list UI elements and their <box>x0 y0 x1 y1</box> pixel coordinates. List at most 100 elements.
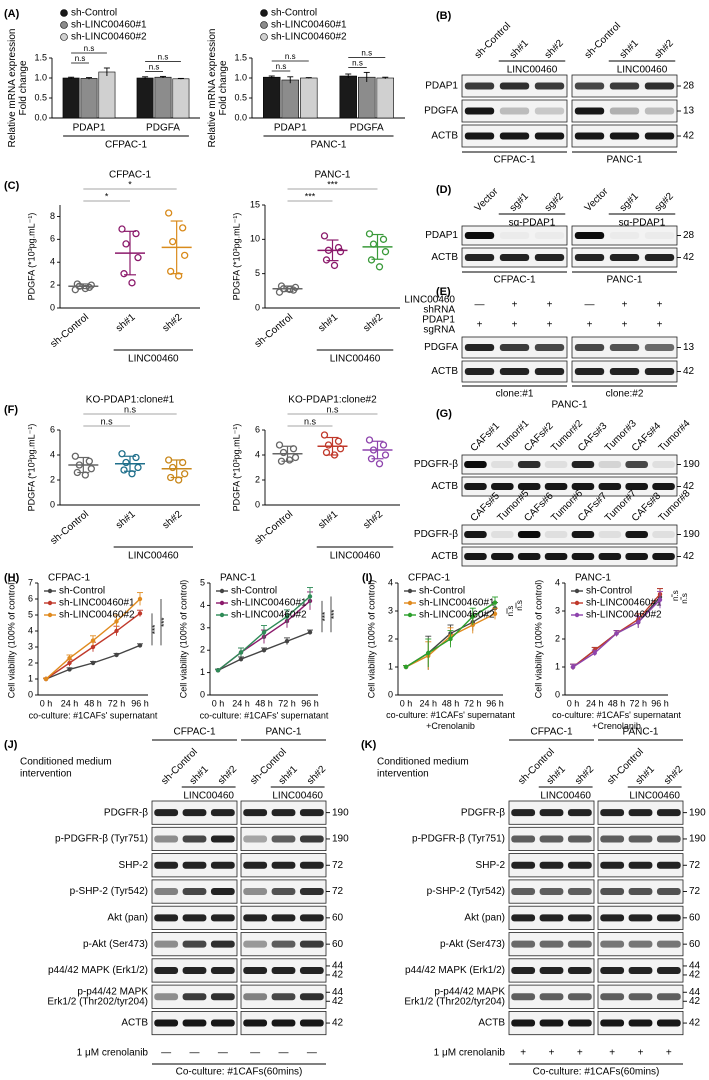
band <box>656 914 681 922</box>
band <box>182 861 207 869</box>
y-tick-label: 1 <box>28 673 33 683</box>
y-tick-label: 4 <box>255 449 260 459</box>
lane-label: sg#2 <box>653 191 676 214</box>
bar <box>281 79 299 119</box>
band <box>600 940 625 948</box>
band <box>652 461 675 468</box>
band <box>571 531 595 538</box>
band <box>210 861 235 869</box>
row-label: p-p44/42 MAPK <box>77 986 148 997</box>
condition-label: shRNA <box>423 305 455 316</box>
row-label: p44/42 MAPK (Erk1/2) <box>48 965 148 976</box>
mw-label: 44 <box>332 987 344 998</box>
panel-label: (D) <box>436 184 452 196</box>
x-tick-label: 0 h <box>400 698 413 708</box>
y-tick-label: 0 <box>50 499 55 509</box>
band <box>210 993 235 1001</box>
legend-label: sh-LINC00460#1 <box>586 598 662 609</box>
legend-label: sh-Control <box>71 8 117 19</box>
significance: n.s <box>326 404 339 414</box>
y-tick-label: 4 <box>50 257 55 267</box>
data-point <box>137 596 143 602</box>
mw-label: 42 <box>332 996 344 1007</box>
significance: *** <box>151 625 160 634</box>
data-point <box>90 644 96 650</box>
legend-marker <box>60 21 68 29</box>
panel-label: (F) <box>4 404 18 416</box>
y-tick-label: 4 <box>555 577 560 587</box>
y-tick-label: 1.5 <box>34 52 47 62</box>
band <box>656 888 681 896</box>
band <box>464 254 495 261</box>
lane-label: sh#1 <box>188 764 211 787</box>
row-label: Akt (pan) <box>107 912 148 923</box>
y-tick-label: 4 <box>50 449 55 459</box>
group-label: LINC00460 <box>330 354 381 365</box>
y-tick-label: 2 <box>28 657 33 667</box>
y-tick-label: 10 <box>250 234 260 244</box>
x-tick-label: 72 h <box>464 698 482 708</box>
band <box>644 254 675 261</box>
sub-label: LINC00460 <box>629 791 680 802</box>
band <box>491 531 514 538</box>
bar <box>62 77 80 119</box>
y-tick-label: 5 <box>255 268 260 278</box>
data-point <box>275 441 284 449</box>
treatment-mark: + <box>577 1048 583 1059</box>
y-tick-label: 1.0 <box>34 72 47 82</box>
mw-label: 42 <box>683 366 695 377</box>
band <box>600 888 625 896</box>
row-label: Erk1/2 (Thr202/tyr204) <box>404 996 505 1007</box>
row-label: p-SHP-2 (Tyr542) <box>70 886 148 897</box>
band <box>464 132 495 140</box>
band <box>652 483 675 490</box>
data-point <box>67 660 72 666</box>
y-tick-label: 3 <box>28 641 33 651</box>
row-label: Akt (pan) <box>464 912 505 923</box>
condition-mark: + <box>587 320 593 331</box>
row-label: PDAP1 <box>425 81 458 92</box>
band <box>628 1019 653 1027</box>
lane-label: sh#2 <box>653 38 676 61</box>
x-tick-label: sh#2 <box>161 509 185 532</box>
data-point <box>128 279 136 287</box>
data-point <box>169 237 177 246</box>
panel-label: (G) <box>436 408 452 420</box>
footer-label: clone:#2 <box>606 389 644 400</box>
mw-label: 60 <box>689 939 701 950</box>
y-tick-label: 2 <box>50 474 55 484</box>
data-point <box>322 256 331 264</box>
band <box>656 861 681 869</box>
data-point <box>367 256 376 264</box>
data-point <box>67 667 72 672</box>
mw-label: 42 <box>689 1018 701 1029</box>
data-point <box>307 630 313 635</box>
mw-label: 190 <box>689 834 706 845</box>
y-tick-label: 8 <box>50 211 55 221</box>
mw-label: 13 <box>683 342 695 353</box>
bar <box>80 78 98 119</box>
group-label: LINC00460 <box>330 551 381 562</box>
sub-label: LINC00460 <box>507 65 558 76</box>
data-point <box>365 436 374 444</box>
lane-label: sh#1 <box>277 764 300 787</box>
band <box>511 914 536 922</box>
data-point <box>122 240 130 248</box>
sub-label: LINC00460 <box>272 791 323 802</box>
bar <box>136 77 154 119</box>
condition-mark: + <box>547 320 553 331</box>
condition-mark: — <box>585 300 595 311</box>
band <box>600 966 625 974</box>
significance: * <box>105 191 109 201</box>
row-label: p-PDGFR-β (Tyr751) <box>412 834 505 845</box>
treatment-mark: — <box>218 1048 228 1059</box>
y-axis-label: PDGFA (*10³pg.mL⁻¹) <box>231 424 241 512</box>
data-point <box>181 470 189 478</box>
data-point <box>336 248 345 256</box>
group-title: CFPAC-1 <box>173 727 215 738</box>
y-axis-label: Cell viability (100% of control) <box>533 580 543 699</box>
bar <box>172 78 190 119</box>
band <box>299 1019 324 1027</box>
group-label: PANC-1 <box>311 140 347 151</box>
band <box>182 914 207 922</box>
